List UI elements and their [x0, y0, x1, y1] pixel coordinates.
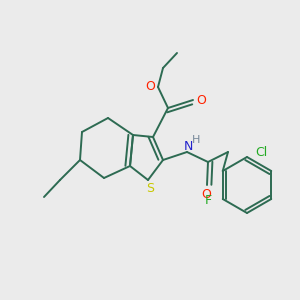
Text: H: H [192, 135, 200, 145]
Text: O: O [201, 188, 211, 200]
Text: N: N [183, 140, 193, 154]
Text: O: O [196, 94, 206, 106]
Text: F: F [205, 194, 212, 208]
Text: Cl: Cl [255, 146, 267, 160]
Text: S: S [146, 182, 154, 196]
Text: O: O [145, 80, 155, 92]
